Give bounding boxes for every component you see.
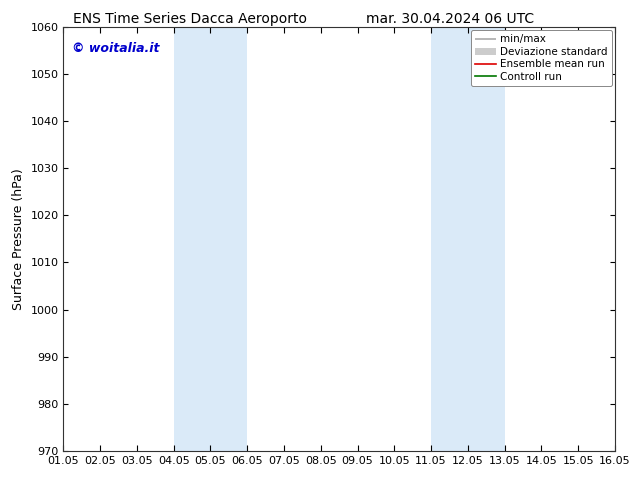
Text: © woitalia.it: © woitalia.it [72, 42, 159, 55]
Text: ENS Time Series Dacca Aeroporto: ENS Time Series Dacca Aeroporto [73, 12, 307, 26]
Bar [174, 27, 247, 451]
Bar [431, 27, 505, 451]
Text: mar. 30.04.2024 06 UTC: mar. 30.04.2024 06 UTC [366, 12, 534, 26]
Y-axis label: Surface Pressure (hPa): Surface Pressure (hPa) [12, 168, 25, 310]
Legend: min/max, Deviazione standard, Ensemble mean run, Controll run: min/max, Deviazione standard, Ensemble m… [471, 30, 612, 86]
